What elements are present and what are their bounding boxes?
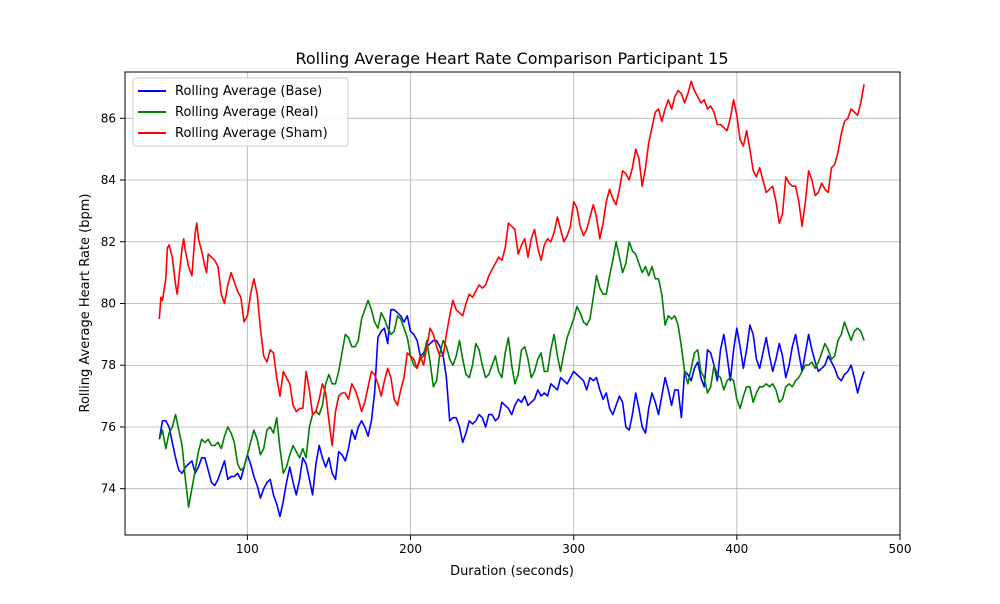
x-tick-label: 200: [399, 542, 422, 556]
x-tick-label: 300: [562, 542, 585, 556]
x-tick-label: 400: [725, 542, 748, 556]
y-tick-label: 76: [101, 420, 116, 434]
series-lines: [158, 80, 865, 518]
legend-label: Rolling Average (Real): [175, 105, 319, 120]
y-tick-label: 82: [101, 235, 116, 249]
legend: Rolling Average (Base) Rolling Average (R…: [132, 77, 349, 147]
chart-title: Rolling Average Heart Rate Comparison Pa…: [295, 49, 728, 68]
x-tick-label: 100: [236, 542, 259, 556]
y-tick-label: 78: [101, 358, 116, 372]
series-line-2: [158, 241, 865, 508]
y-tick-label: 74: [101, 482, 116, 496]
axis-ticks: 100 200 300 400 500 74 76 78 80 82 84 86: [101, 111, 912, 556]
y-tick-label: 84: [101, 173, 116, 187]
legend-label: Rolling Average (Base): [175, 84, 322, 99]
y-tick-label: 86: [101, 111, 116, 125]
x-tick-label: 500: [889, 542, 912, 556]
legend-box: [132, 77, 349, 147]
grid: [125, 72, 901, 535]
series-line-3: [158, 80, 865, 447]
x-axis-label: Duration (seconds): [450, 564, 574, 579]
series-line-1: [158, 308, 865, 518]
legend-label: Rolling Average (Sham): [175, 126, 328, 141]
y-tick-label: 80: [101, 297, 116, 311]
y-axis-label: Rolling Average Heart Rate (bpm): [78, 194, 93, 413]
